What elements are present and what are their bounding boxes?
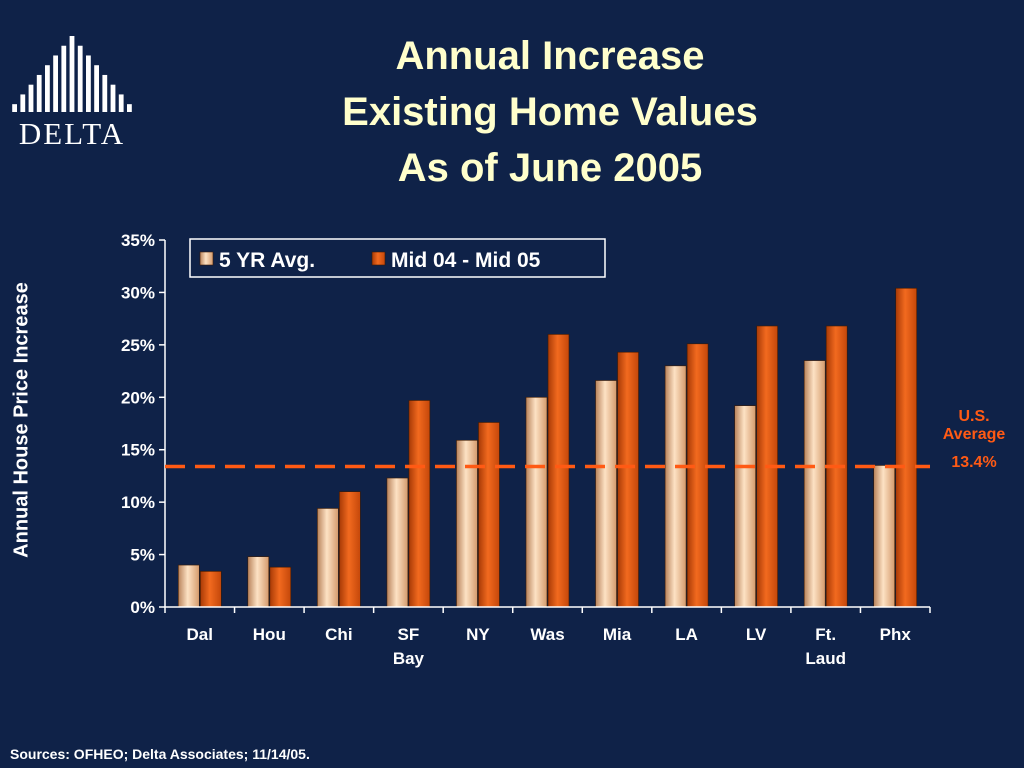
x-category-label-9-line-0: Ft.: [815, 625, 836, 644]
title-line-1: Annual Increase: [395, 34, 705, 78]
bar-5yr-avg-0: [177, 564, 200, 608]
bar-5yr-avg-7: [664, 365, 687, 608]
legend-box: [189, 238, 606, 278]
bar-5yr-avg-9: [803, 360, 826, 608]
legend-swatch-0: [199, 251, 214, 266]
bar-5yr-avg-3: [386, 477, 409, 608]
y-tick-label-6: 30%: [121, 283, 155, 302]
bar-mid04-mid05-4: [478, 422, 500, 608]
legend-label-0: 5 YR Avg.: [219, 249, 315, 272]
bar-mid04-mid05-6: [617, 351, 639, 608]
bar-5yr-avg-10: [873, 465, 896, 608]
bar-mid04-mid05-7: [686, 343, 709, 608]
slide-title: Annual Increase Existing Home Values As …: [250, 28, 850, 196]
y-tick-label-1: 5%: [130, 546, 155, 565]
y-tick-label-7: 35%: [121, 231, 155, 250]
bar-mid04-mid05-0: [199, 571, 222, 608]
x-category-label-10: Phx: [880, 625, 912, 644]
bar-mid04-mid05-2: [339, 491, 361, 608]
x-category-label-0: Dal: [187, 625, 213, 644]
x-category-label-3-line-0: SF: [398, 625, 420, 644]
legend-swatch-1: [371, 251, 386, 266]
bar-5yr-avg-6: [595, 380, 617, 608]
x-category-label-9-line-1: Laud: [805, 649, 846, 668]
logo-wordmark: DELTA: [19, 116, 125, 151]
bar-mid04-mid05-1: [269, 566, 292, 608]
us-average-label-line-2: Average: [942, 426, 1006, 443]
y-tick-label-4: 20%: [121, 388, 155, 407]
bar-5yr-avg-2: [317, 508, 339, 608]
x-category-label-8: LV: [746, 625, 767, 644]
bar-5yr-avg-8: [734, 405, 756, 608]
pyramid-icon: [12, 36, 132, 112]
x-category-label-4: NY: [466, 625, 490, 644]
title-line-2: Existing Home Values: [342, 90, 758, 134]
title-line-3: As of June 2005: [397, 146, 703, 190]
bar-mid04-mid05-10: [895, 287, 918, 608]
sources-footnote: Sources: OFHEO; Delta Associates; 11/14/…: [10, 746, 310, 762]
bar-mid04-mid05-3: [408, 400, 431, 608]
bar-mid04-mid05-5: [547, 334, 570, 608]
delta-logo: DELTA: [12, 36, 132, 151]
x-category-label-7: LA: [675, 625, 698, 644]
y-tick-label-0: 0%: [130, 598, 155, 617]
us-average-value: 13.4%: [951, 454, 997, 471]
bar-5yr-avg-5: [525, 396, 548, 608]
legend-label-1: Mid 04 - Mid 05: [391, 249, 541, 272]
x-category-label-3-line-1: Bay: [393, 649, 425, 668]
x-category-label-2: Chi: [325, 625, 352, 644]
y-tick-label-2: 10%: [121, 493, 155, 512]
us-average-annotation: U.S. Average 13.4%: [928, 408, 1020, 472]
x-category-label-5: Was: [530, 625, 564, 644]
x-category-label-6: Mia: [603, 625, 632, 644]
bar-5yr-avg-1: [247, 556, 270, 608]
y-tick-label-5: 25%: [121, 336, 155, 355]
x-category-label-1: Hou: [253, 625, 286, 644]
y-tick-label-3: 15%: [121, 441, 155, 460]
us-average-label-line-1: U.S.: [958, 408, 990, 425]
